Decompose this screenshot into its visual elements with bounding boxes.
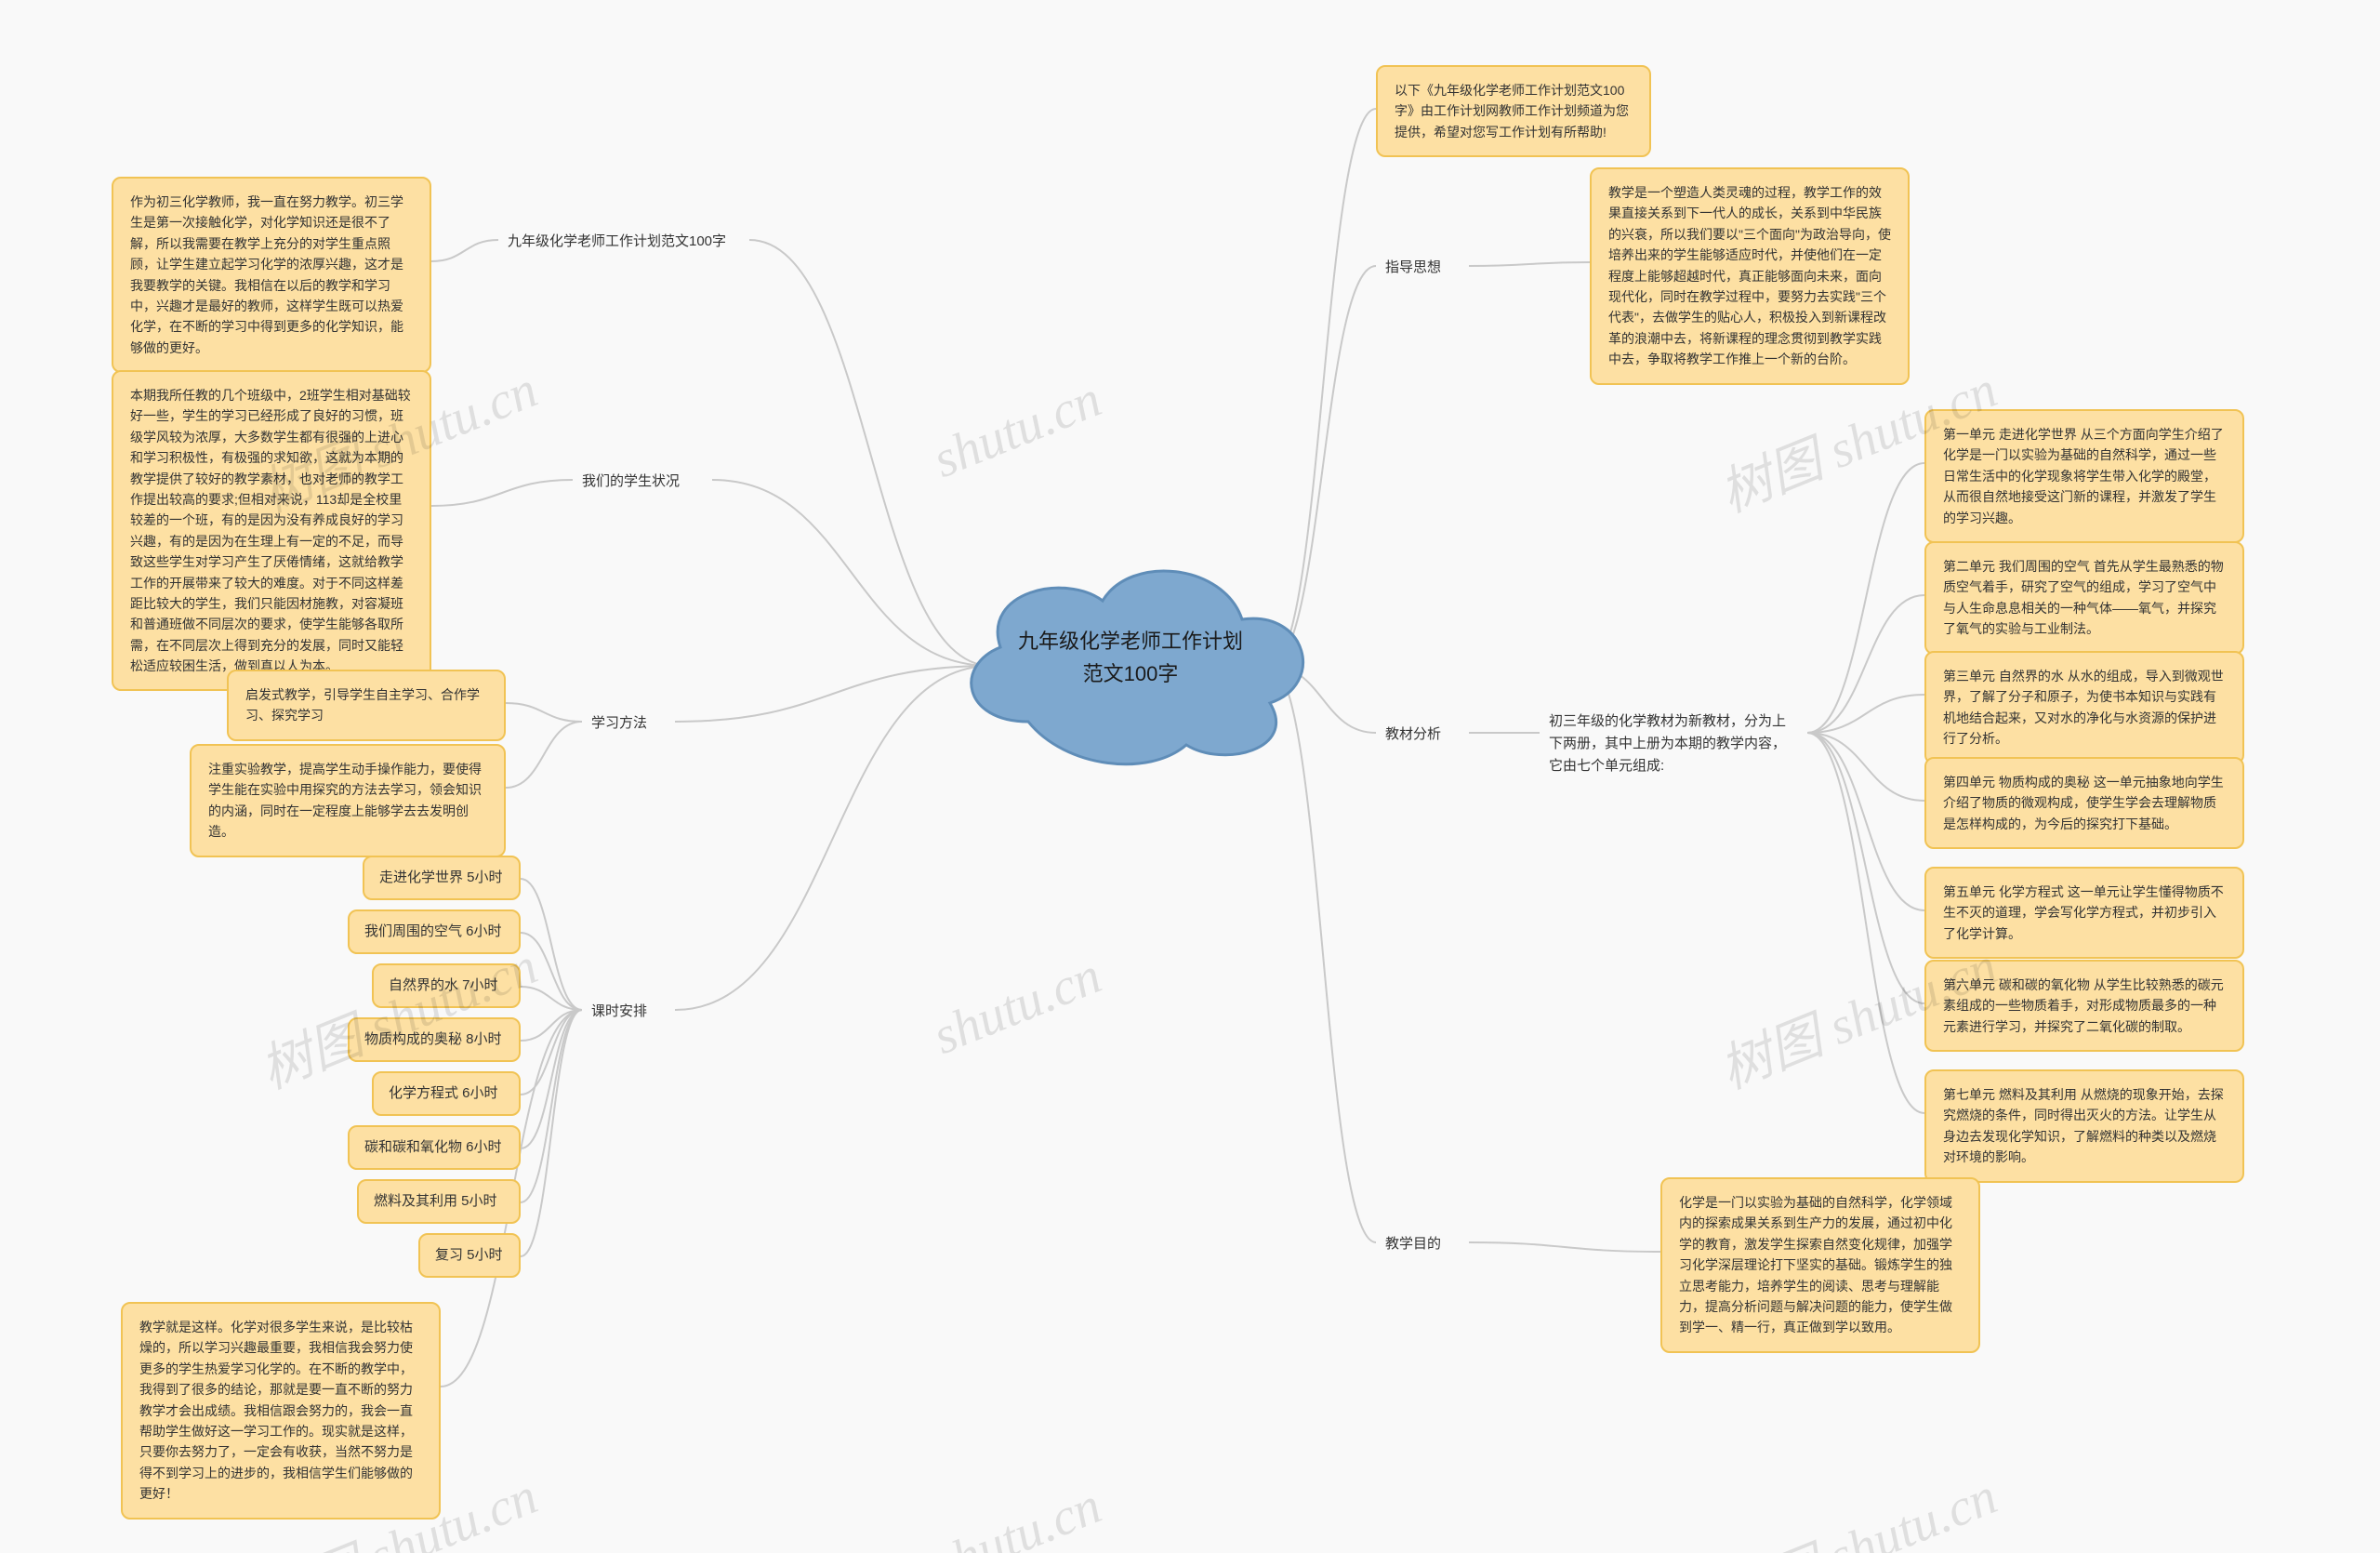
left-leaf-2-0: 启发式教学，引导学生自主学习、合作学习、探究学习	[227, 670, 506, 741]
left-leaf-1-0: 本期我所任教的几个班级中，2班学生相对基础较好一些，学生的学习已经形成了良好的习…	[112, 370, 431, 691]
left-branch-label-1: 我们的学生状况	[573, 465, 712, 498]
right-leaf-2-6: 第七单元 燃料及其利用 从燃烧的现象开始，去探究燃烧的条件，同时得出灭火的方法。…	[1924, 1069, 2244, 1183]
right-leaf-2-0: 第一单元 走进化学世界 从三个方面向学生介绍了化学是一门以实验为基础的自然科学，…	[1924, 409, 2244, 543]
right-leaf-2-4: 第五单元 化学方程式 这一单元让学生懂得物质不生不灭的道理，学会写化学方程式，并…	[1924, 867, 2244, 959]
left-leaf-3-6: 燃料及其利用 5小时	[357, 1179, 521, 1224]
left-leaf-3-7: 复习 5小时	[418, 1233, 521, 1278]
watermark-8: 树图 shutu.cn	[1707, 1454, 2006, 1553]
right-leaf-2-3: 第四单元 物质构成的奥秘 这一单元抽象地向学生介绍了物质的微观构成，使学生学会去…	[1924, 757, 2244, 849]
right-leaf-2-5: 第六单元 碳和碳的氧化物 从学生比较熟悉的碳元素组成的一些物质着手，对形成物质最…	[1924, 960, 2244, 1052]
watermark-4: shutu.cn	[925, 946, 1109, 1067]
right-midnote-2: 初三年级的化学教材为新教材，分为上下两册，其中上册为本期的教学内容，它由七个单元…	[1540, 705, 1807, 783]
left-leaf-0-0: 作为初三化学教师，我一直在努力教学。初三学生是第一次接触化学，对化学知识还是很不…	[112, 177, 431, 373]
right-leaf-3-0: 化学是一门以实验为基础的自然科学，化学领域内的探索成果关系到生产力的发展，通过初…	[1660, 1177, 1980, 1353]
left-branch-label-0: 九年级化学老师工作计划范文100字	[498, 225, 749, 259]
left-branch-label-2: 学习方法	[582, 707, 675, 740]
right-branch-label-3: 教学目的	[1376, 1228, 1469, 1261]
central-cloud: 九年级化学老师工作计划范文100字	[926, 536, 1335, 777]
left-leaf-3-8: 教学就是这样。化学对很多学生来说，是比较枯燥的，所以学习兴趣最重要，我相信我会努…	[121, 1302, 441, 1520]
left-leaf-2-1: 注重实验教学，提高学生动手操作能力，要使得学生能在实验中用探究的方法去学习，领会…	[190, 744, 506, 857]
right-branch-label-1: 指导思想	[1376, 251, 1469, 285]
left-leaf-3-5: 碳和碳和氧化物 6小时	[348, 1125, 521, 1170]
left-leaf-3-1: 我们周围的空气 6小时	[348, 909, 521, 954]
left-leaf-3-0: 走进化学世界 5小时	[363, 856, 521, 900]
central-title: 九年级化学老师工作计划范文100字	[967, 625, 1294, 690]
watermark-5: shutu.cn	[925, 1476, 1109, 1553]
left-leaf-3-3: 物质构成的奥秘 8小时	[348, 1017, 521, 1062]
left-branch-label-3: 课时安排	[582, 995, 675, 1029]
right-leaf-1-0: 教学是一个塑造人类灵魂的过程，教学工作的效果直接关系到下一代人的成长，关系到中华…	[1590, 167, 1910, 385]
right-leaf-2-1: 第二单元 我们周围的空气 首先从学生最熟悉的物质空气着手，研究了空气的组成，学习…	[1924, 541, 2244, 655]
right-leaf-2-2: 第三单元 自然界的水 从水的组成，导入到微观世界，了解了分子和原子，为使书本知识…	[1924, 651, 2244, 764]
left-leaf-3-2: 自然界的水 7小时	[372, 963, 521, 1008]
right-leaf-0-0: 以下《九年级化学老师工作计划范文100字》由工作计划网教师工作计划频道为您提供，…	[1376, 65, 1651, 157]
left-leaf-3-4: 化学方程式 6小时	[372, 1071, 521, 1116]
right-branch-label-2: 教材分析	[1376, 718, 1469, 751]
watermark-3: shutu.cn	[925, 369, 1109, 490]
